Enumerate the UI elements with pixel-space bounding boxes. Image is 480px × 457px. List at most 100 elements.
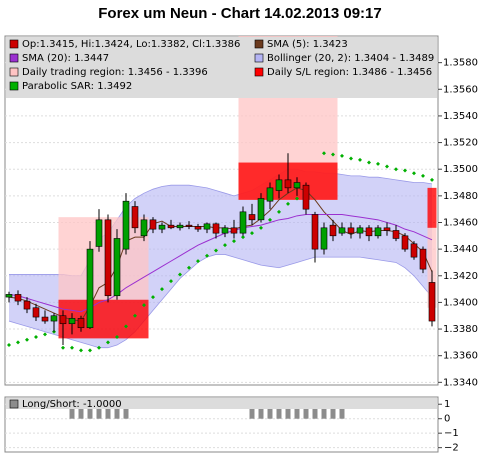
sar-dot [25,337,29,342]
indicator-panel: 1 0 −1 −2 Long/Short: -1.0000 [4,396,459,454]
bar [96,404,102,419]
candle-body [140,219,148,237]
y-tick-label: 1.3340 [443,377,478,388]
candle-body [329,224,337,237]
y-tick-label: 1.3580 [443,58,478,69]
region [58,217,149,300]
candle-body [365,227,373,237]
legend-swatch [9,53,19,63]
candle-body [167,224,175,229]
sar-dot [412,171,416,176]
sar-dot [34,335,38,340]
bar [123,404,129,419]
y-tick-label: 1.3400 [443,297,478,308]
bar [312,404,318,419]
chart-title: Forex um Neun - Chart 14.02.2013 09:17 [98,5,381,22]
legend-swatch [9,81,19,91]
sar-dot [367,160,371,165]
sar-dot [169,279,173,284]
sar-dot [349,156,353,161]
bar [69,404,75,419]
bar [330,404,336,419]
y-tick-label: 1.3360 [443,351,478,362]
candle-body [185,224,193,227]
y-tick-label: 1.3420 [443,271,478,282]
sar-dot [205,253,209,258]
candle-body [248,214,256,221]
sar-dot [331,152,335,157]
candle-body [50,315,58,322]
candle-body [401,235,409,250]
candle-body [203,223,211,230]
candle-body [113,238,121,297]
candle-body [14,294,22,302]
bar [114,404,120,419]
bar [294,404,300,419]
sar-dot [277,209,281,214]
legend-label: Parabolic SAR: 1.3492 [22,81,132,92]
bar [321,404,327,419]
candle-body [77,318,85,329]
candle-body [230,227,238,234]
candle-body [302,184,310,210]
candle-body [338,227,346,234]
legend-swatch [254,53,264,63]
candle-body [311,214,319,250]
candle-body [32,307,40,318]
sar-dot [178,272,182,277]
sar-dot [430,177,434,182]
candle-body [239,211,247,234]
sar-dot [106,340,110,345]
sar-dot [385,164,389,169]
legend-swatch [254,39,264,49]
candle-body [284,179,292,189]
sar-dot [151,295,155,300]
candle-body [95,219,103,247]
candle-body [221,227,229,234]
y-tick-label: 1.3500 [443,164,478,175]
moving-average [8,213,433,313]
candle-body [5,294,13,298]
legend-swatch [254,67,264,77]
sar-dot [295,196,299,201]
bar [258,404,264,419]
bar [276,404,282,419]
y-tick-label: 1.3520 [443,138,478,149]
sar-dot [394,167,398,172]
sar-dot [160,287,164,292]
sar-dot [7,343,11,348]
sar-dot [376,161,380,166]
y-tick-label: 1.3380 [443,324,478,335]
candle-body [212,223,220,234]
region [427,227,437,308]
legend-label: SMA (5): 1.3423 [267,39,348,50]
candle-body [410,243,418,258]
legend-swatch [9,67,19,77]
sar-dot [421,173,425,178]
y-tick-label: −1 [444,428,459,439]
bar [105,404,111,419]
y-tick-label: 0 [444,414,450,425]
candle-body [131,206,139,229]
candle-body [275,179,283,191]
sar-dot [268,217,272,222]
legend-label: Op:1.3415, Hi:1.3424, Lo:1.3382, Cl:1.33… [22,39,240,50]
sar-dot [70,345,74,350]
bar [303,404,309,419]
sar-dot [196,259,200,264]
sar-dot [97,345,101,350]
candle-body [176,224,184,229]
candle-body [104,219,112,297]
y-tick-label: 1.3440 [443,244,478,255]
candle-body [122,200,130,250]
candle-body [68,318,76,325]
sar-dot [322,151,326,156]
candle-body [428,282,436,322]
legend-swatch [9,399,19,409]
sar-dot [340,153,344,158]
sar-dot [43,332,47,337]
candle-body [347,227,355,234]
candle-body [392,230,400,239]
